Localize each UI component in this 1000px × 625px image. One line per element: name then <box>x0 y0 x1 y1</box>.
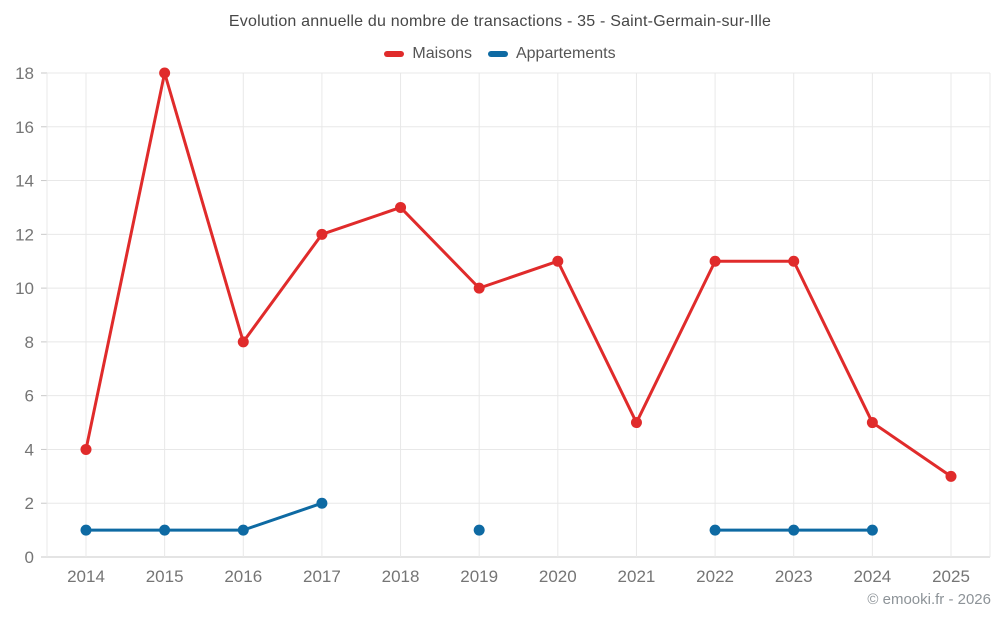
svg-text:2014: 2014 <box>67 567 105 586</box>
svg-text:2015: 2015 <box>146 567 184 586</box>
legend-item-maisons[interactable]: Maisons <box>384 45 472 63</box>
chart-title: Evolution annuelle du nombre de transact… <box>228 13 772 30</box>
svg-text:16: 16 <box>15 118 34 137</box>
svg-text:2020: 2020 <box>539 567 577 586</box>
svg-text:2018: 2018 <box>382 567 420 586</box>
svg-text:14: 14 <box>15 172 34 191</box>
svg-text:12: 12 <box>15 225 34 244</box>
svg-text:2022: 2022 <box>696 567 734 586</box>
svg-text:2023: 2023 <box>775 567 813 586</box>
svg-text:10: 10 <box>15 279 34 298</box>
svg-text:2016: 2016 <box>224 567 262 586</box>
svg-text:4: 4 <box>25 440 34 459</box>
svg-text:2024: 2024 <box>853 567 891 586</box>
svg-text:2025: 2025 <box>932 567 970 586</box>
copyright: © emooki.fr - 2026 <box>867 591 991 608</box>
chart-legend: Maisons Appartements <box>0 45 1000 63</box>
legend-item-appartements[interactable]: Appartements <box>487 45 616 63</box>
svg-text:2019: 2019 <box>460 567 498 586</box>
maisons-swatch-icon <box>384 51 405 57</box>
svg-text:2: 2 <box>25 494 34 513</box>
appartements-swatch-icon <box>487 51 508 57</box>
svg-text:6: 6 <box>25 387 34 406</box>
svg-text:18: 18 <box>15 64 34 83</box>
legend-label-appartements: Appartements <box>515 45 616 62</box>
svg-text:2021: 2021 <box>618 567 656 586</box>
legend-label-maisons: Maisons <box>412 45 472 62</box>
svg-text:8: 8 <box>25 333 34 352</box>
svg-text:0: 0 <box>25 548 34 567</box>
svg-text:2017: 2017 <box>303 567 341 586</box>
